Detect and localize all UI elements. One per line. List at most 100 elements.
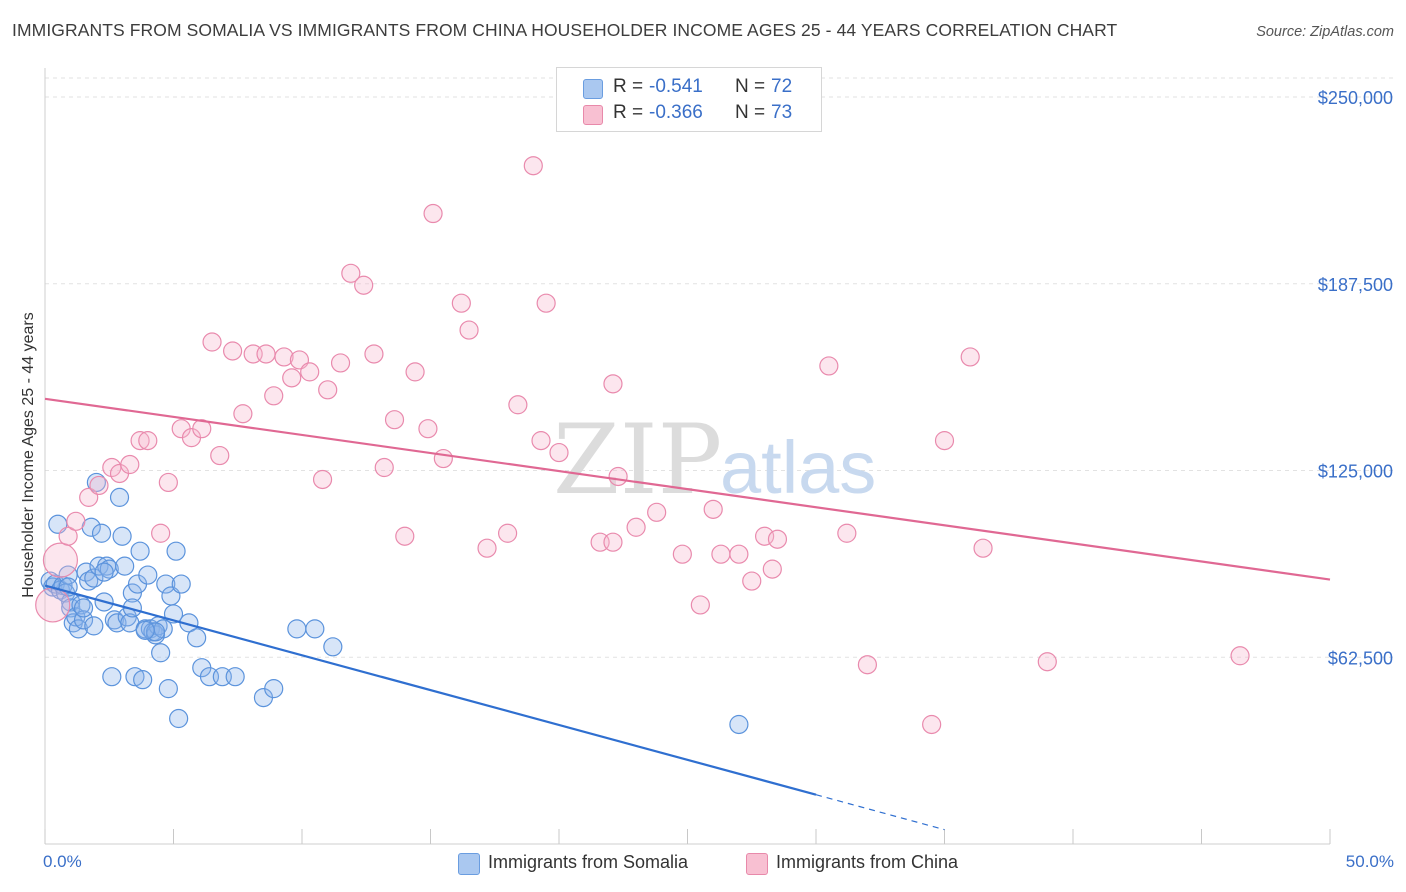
data-point [374,457,394,478]
data-point [690,595,710,615]
legend-r-label: R = [613,102,644,123]
legend-label-china: Immigrants from China [776,852,959,872]
data-point [973,538,993,558]
data-point [1230,646,1250,666]
legend-r-value: -0.366 [649,102,703,123]
data-point [364,344,384,364]
data-point [767,529,788,549]
data-point [477,538,497,558]
data-point [171,574,191,594]
data-point [233,404,253,424]
data-point [762,559,782,579]
data-point [323,637,343,657]
data-point [395,526,415,546]
data-point [84,616,104,636]
legend-n-label: N = [735,76,766,97]
trend-line [44,397,1331,581]
series-layer [35,156,1250,735]
data-point [282,368,302,388]
legend-swatch-china [746,853,768,875]
chart-title: IMMIGRANTS FROM SOMALIA VS IMMIGRANTS FR… [12,20,1118,40]
legend-swatch-somalia [458,853,480,875]
data-point [498,523,518,543]
data-point [274,347,294,367]
data-point [549,442,569,463]
data-point [79,571,99,591]
data-point [729,544,749,564]
data-point [120,454,140,475]
data-point [742,571,762,591]
data-point [166,541,186,561]
data-point [729,714,749,735]
series-china [35,156,1250,735]
data-point [99,559,119,579]
data-point [312,469,333,490]
data-point [433,448,453,469]
data-point [91,523,112,543]
y-tick-labels: $62,500 $125,000 $187,500 $250,000 [1318,88,1393,668]
data-point [531,431,551,451]
data-point [89,475,109,496]
legend-swatch-china [583,105,603,125]
data-point [934,431,955,451]
data-point [225,667,245,687]
trend-layer [44,397,1331,831]
data-point [84,568,104,588]
watermark-atlas: atlas [720,426,876,509]
data-point [459,320,479,340]
data-point [86,472,107,493]
y-tick-label: $187,500 [1318,275,1393,295]
data-point [73,598,94,618]
data-point [151,643,171,663]
data-point [523,156,543,176]
data-point [354,275,374,295]
legend-n-value: 73 [771,102,793,123]
data-point [508,395,528,415]
data-point [112,526,132,546]
y-tick-label: $250,000 [1318,88,1393,108]
data-point [122,598,142,618]
data-point [151,523,171,543]
data-point [133,670,153,690]
data-point [210,445,230,466]
data-point [158,679,178,699]
data-point [156,574,176,594]
data-point [35,587,71,623]
data-point [603,374,623,394]
data-point [223,341,243,361]
data-point [300,362,320,382]
data-point [287,619,307,639]
data-point [857,655,878,675]
data-point [202,332,222,352]
y-tick-label: $62,500 [1328,648,1393,668]
data-point [922,714,942,735]
data-point [115,556,135,576]
data-point [264,679,284,699]
data-point [130,541,150,561]
data-point [66,511,86,531]
data-point [94,562,114,582]
data-point [603,532,623,552]
legend-r-value: -0.541 [649,76,703,97]
data-point [318,380,338,400]
data-point [672,544,692,564]
data-point [109,487,130,507]
data-point [68,619,89,639]
data-point [158,472,178,493]
y-tick-label: $125,000 [1318,462,1393,482]
data-point [192,419,212,439]
legend-r-label: R = [613,76,644,97]
data-point [58,526,78,546]
x-tick-label-max: 50.0% [1345,852,1394,871]
data-point [536,293,556,313]
source-note: Source: ZipAtlas.com [1256,24,1394,40]
stats-legend: R = -0.541 N = 72 R = -0.366 N = 73 [556,67,822,132]
legend-label-somalia: Immigrants from Somalia [488,852,689,872]
legend-n-value: 72 [771,76,793,97]
trend-line-extension [815,794,945,831]
data-point [169,708,189,729]
data-point [187,628,207,648]
data-point [711,544,731,564]
data-point [703,499,723,519]
